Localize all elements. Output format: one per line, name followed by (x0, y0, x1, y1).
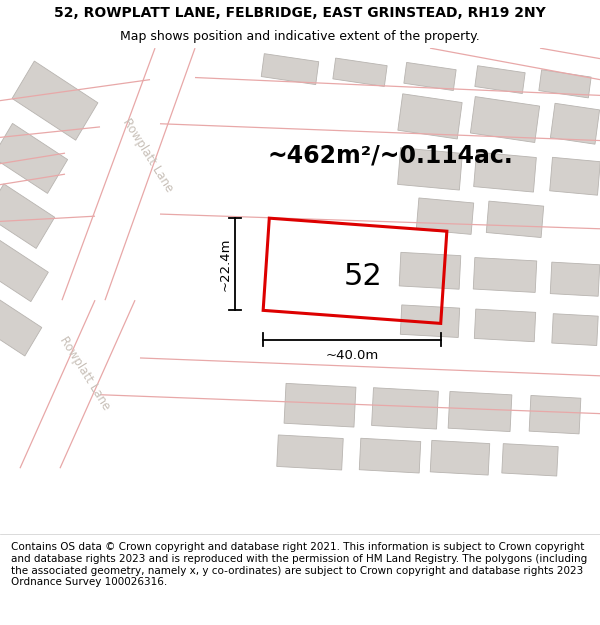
Polygon shape (0, 297, 42, 356)
Text: 52: 52 (344, 261, 382, 291)
Text: 52, ROWPLATT LANE, FELBRIDGE, EAST GRINSTEAD, RH19 2NY: 52, ROWPLATT LANE, FELBRIDGE, EAST GRINS… (54, 6, 546, 19)
Polygon shape (550, 103, 599, 144)
Polygon shape (261, 54, 319, 84)
Text: ~40.0m: ~40.0m (325, 349, 379, 362)
Polygon shape (529, 396, 581, 434)
Polygon shape (284, 383, 356, 427)
Polygon shape (371, 388, 439, 429)
Polygon shape (359, 438, 421, 473)
Polygon shape (486, 201, 544, 238)
Polygon shape (398, 94, 462, 139)
Polygon shape (399, 253, 461, 289)
Polygon shape (400, 305, 460, 338)
Polygon shape (473, 152, 536, 192)
Polygon shape (539, 70, 591, 98)
Polygon shape (552, 314, 598, 346)
Polygon shape (416, 198, 474, 234)
Polygon shape (12, 61, 98, 140)
Text: Rowplatt Lane: Rowplatt Lane (120, 116, 176, 194)
Polygon shape (333, 58, 387, 86)
Polygon shape (404, 62, 456, 91)
Polygon shape (0, 123, 68, 193)
Polygon shape (475, 66, 525, 94)
Text: ~22.4m: ~22.4m (218, 238, 231, 291)
Polygon shape (550, 158, 600, 195)
Polygon shape (473, 258, 537, 292)
Polygon shape (502, 444, 558, 476)
Text: Rowplatt Lane: Rowplatt Lane (57, 334, 113, 413)
Polygon shape (430, 441, 490, 475)
Polygon shape (550, 262, 600, 296)
Polygon shape (475, 309, 536, 342)
Text: Contains OS data © Crown copyright and database right 2021. This information is : Contains OS data © Crown copyright and d… (11, 542, 587, 588)
Polygon shape (0, 184, 55, 249)
Polygon shape (398, 148, 463, 190)
Text: Map shows position and indicative extent of the property.: Map shows position and indicative extent… (120, 30, 480, 43)
Polygon shape (448, 391, 512, 432)
Polygon shape (470, 97, 539, 142)
Text: ~462m²/~0.114ac.: ~462m²/~0.114ac. (267, 143, 513, 168)
Polygon shape (0, 240, 49, 302)
Polygon shape (277, 435, 343, 470)
